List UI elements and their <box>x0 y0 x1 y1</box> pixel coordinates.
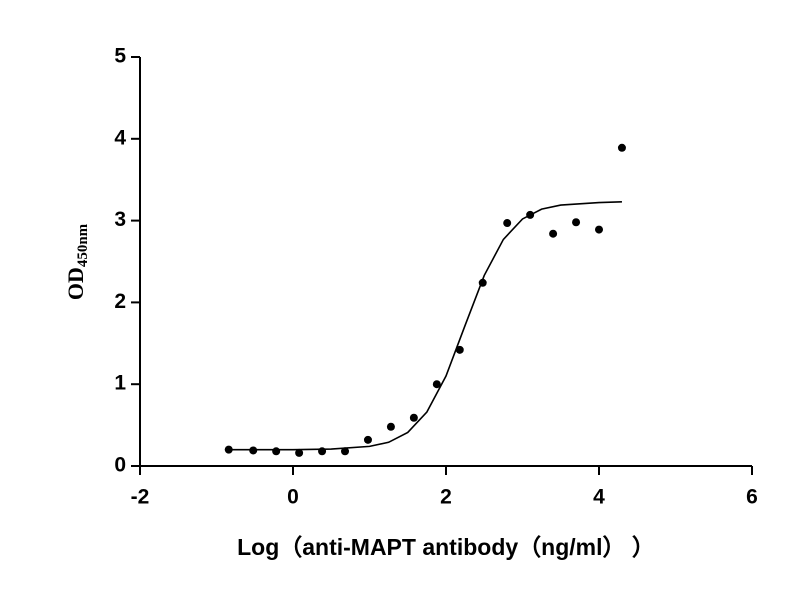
data-point <box>272 447 281 456</box>
data-point <box>432 380 441 389</box>
data-point <box>572 218 581 227</box>
x-tick-label: 0 <box>287 486 299 509</box>
x-tick-label: 6 <box>746 486 758 509</box>
y-tick-label: 5 <box>114 45 126 68</box>
x-tick-label: 2 <box>440 486 452 509</box>
data-point <box>224 445 233 454</box>
data-point <box>409 413 418 422</box>
y-tick-label: 4 <box>114 126 126 149</box>
data-point <box>549 229 558 238</box>
data-point <box>341 447 350 456</box>
data-point <box>503 219 512 228</box>
x-tick-label: 4 <box>593 486 605 509</box>
y-axis-label: OD450nm <box>63 223 91 300</box>
fit-curve <box>231 200 622 451</box>
y-tick-label: 0 <box>114 454 126 477</box>
y-tick-label: 3 <box>114 208 126 231</box>
data-point <box>363 435 372 444</box>
data-point <box>249 446 258 455</box>
x-tick-label: -2 <box>131 486 150 509</box>
data-point <box>295 448 304 457</box>
y-axis-label-sub: 450nm <box>75 223 91 267</box>
data-point <box>386 422 395 431</box>
y-tick-label: 2 <box>114 290 126 313</box>
data-point <box>455 345 464 354</box>
y-axis-label-main: OD <box>63 267 88 300</box>
data-point <box>595 225 603 234</box>
x-axis-label: Log（anti-MAPT antibody（ng/ml） ） <box>237 534 655 560</box>
y-tick-label: 1 <box>114 372 126 395</box>
data-point <box>617 143 626 152</box>
